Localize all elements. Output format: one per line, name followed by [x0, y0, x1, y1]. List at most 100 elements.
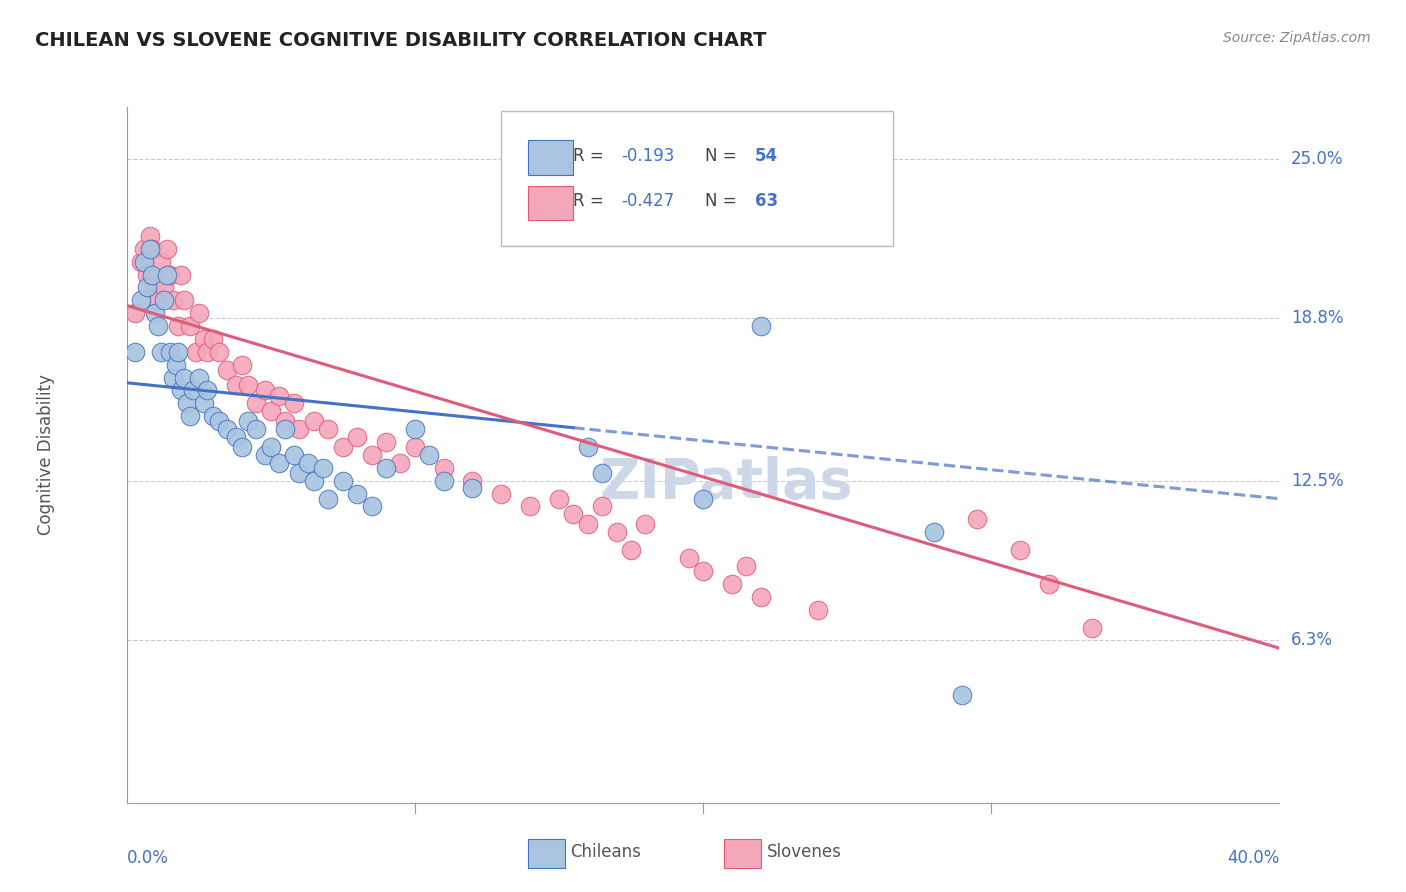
Text: 25.0%: 25.0%	[1291, 150, 1344, 168]
Point	[217, 422, 239, 436]
Point	[135, 280, 157, 294]
Point	[159, 268, 181, 282]
Point	[124, 344, 146, 359]
Text: 18.8%: 18.8%	[1291, 310, 1344, 327]
Point	[720, 576, 742, 591]
Point	[225, 378, 247, 392]
Point	[274, 422, 297, 436]
Point	[193, 396, 215, 410]
FancyBboxPatch shape	[724, 839, 761, 868]
Point	[749, 319, 772, 334]
Point	[179, 409, 201, 424]
Point	[678, 551, 700, 566]
Point	[1038, 576, 1060, 591]
Point	[156, 268, 179, 282]
Point	[162, 370, 184, 384]
Text: 40.0%: 40.0%	[1227, 849, 1279, 867]
Point	[187, 306, 209, 320]
Point	[165, 358, 187, 372]
Point	[302, 414, 325, 428]
Text: 0.0%: 0.0%	[127, 849, 169, 867]
Point	[374, 460, 398, 475]
Point	[231, 440, 253, 454]
Point	[208, 414, 231, 428]
Point	[153, 293, 176, 308]
Point	[129, 293, 152, 308]
Text: CHILEAN VS SLOVENE COGNITIVE DISABILITY CORRELATION CHART: CHILEAN VS SLOVENE COGNITIVE DISABILITY …	[35, 31, 766, 50]
Point	[404, 422, 426, 436]
Point	[141, 242, 163, 256]
Point	[404, 440, 426, 454]
Point	[132, 242, 155, 256]
Point	[138, 228, 160, 243]
Point	[138, 242, 160, 256]
Point	[807, 602, 830, 616]
Point	[288, 422, 311, 436]
Text: Source: ZipAtlas.com: Source: ZipAtlas.com	[1223, 31, 1371, 45]
Point	[318, 491, 340, 506]
Text: ZIPatlas: ZIPatlas	[599, 456, 853, 509]
Point	[346, 486, 368, 500]
Text: Cognitive Disability: Cognitive Disability	[37, 375, 55, 535]
Point	[634, 517, 657, 532]
Point	[360, 448, 382, 462]
Point	[332, 440, 354, 454]
Point	[318, 422, 340, 436]
Point	[173, 293, 195, 308]
Point	[124, 306, 146, 320]
Point	[193, 332, 215, 346]
Text: 6.3%: 6.3%	[1291, 632, 1333, 649]
Point	[153, 280, 176, 294]
Point	[173, 370, 195, 384]
Point	[167, 319, 190, 334]
Point	[245, 422, 267, 436]
Text: R =: R =	[572, 147, 609, 165]
Point	[346, 430, 368, 444]
Text: N =: N =	[706, 192, 742, 210]
Point	[269, 456, 291, 470]
Point	[562, 507, 585, 521]
Point	[332, 474, 354, 488]
Point	[231, 358, 253, 372]
Point	[135, 268, 157, 282]
Point	[245, 396, 267, 410]
Point	[692, 491, 714, 506]
Point	[576, 440, 599, 454]
Point	[145, 280, 166, 294]
Point	[302, 474, 325, 488]
FancyBboxPatch shape	[527, 140, 572, 175]
Point	[360, 500, 382, 514]
Point	[1008, 543, 1031, 558]
Point	[269, 389, 291, 403]
Point	[283, 448, 305, 462]
Text: 12.5%: 12.5%	[1291, 472, 1344, 490]
Point	[548, 491, 571, 506]
Point	[461, 474, 484, 488]
Point	[735, 558, 758, 573]
Point	[692, 564, 714, 578]
Point	[145, 306, 166, 320]
Point	[195, 344, 218, 359]
Point	[195, 384, 218, 398]
Point	[259, 404, 281, 418]
Point	[389, 456, 412, 470]
Point	[311, 460, 333, 475]
Point	[591, 500, 613, 514]
Point	[620, 543, 643, 558]
Point	[253, 384, 276, 398]
Point	[167, 344, 190, 359]
Point	[202, 409, 225, 424]
Point	[181, 384, 204, 398]
Point	[274, 414, 297, 428]
Text: Chileans: Chileans	[571, 843, 641, 861]
Point	[288, 466, 311, 480]
Point	[150, 254, 173, 268]
Point	[253, 448, 276, 462]
Point	[461, 482, 484, 496]
Point	[749, 590, 772, 604]
Point	[236, 414, 259, 428]
Point	[950, 688, 973, 702]
Point	[170, 268, 193, 282]
Point	[283, 396, 305, 410]
Text: 54: 54	[755, 147, 778, 165]
